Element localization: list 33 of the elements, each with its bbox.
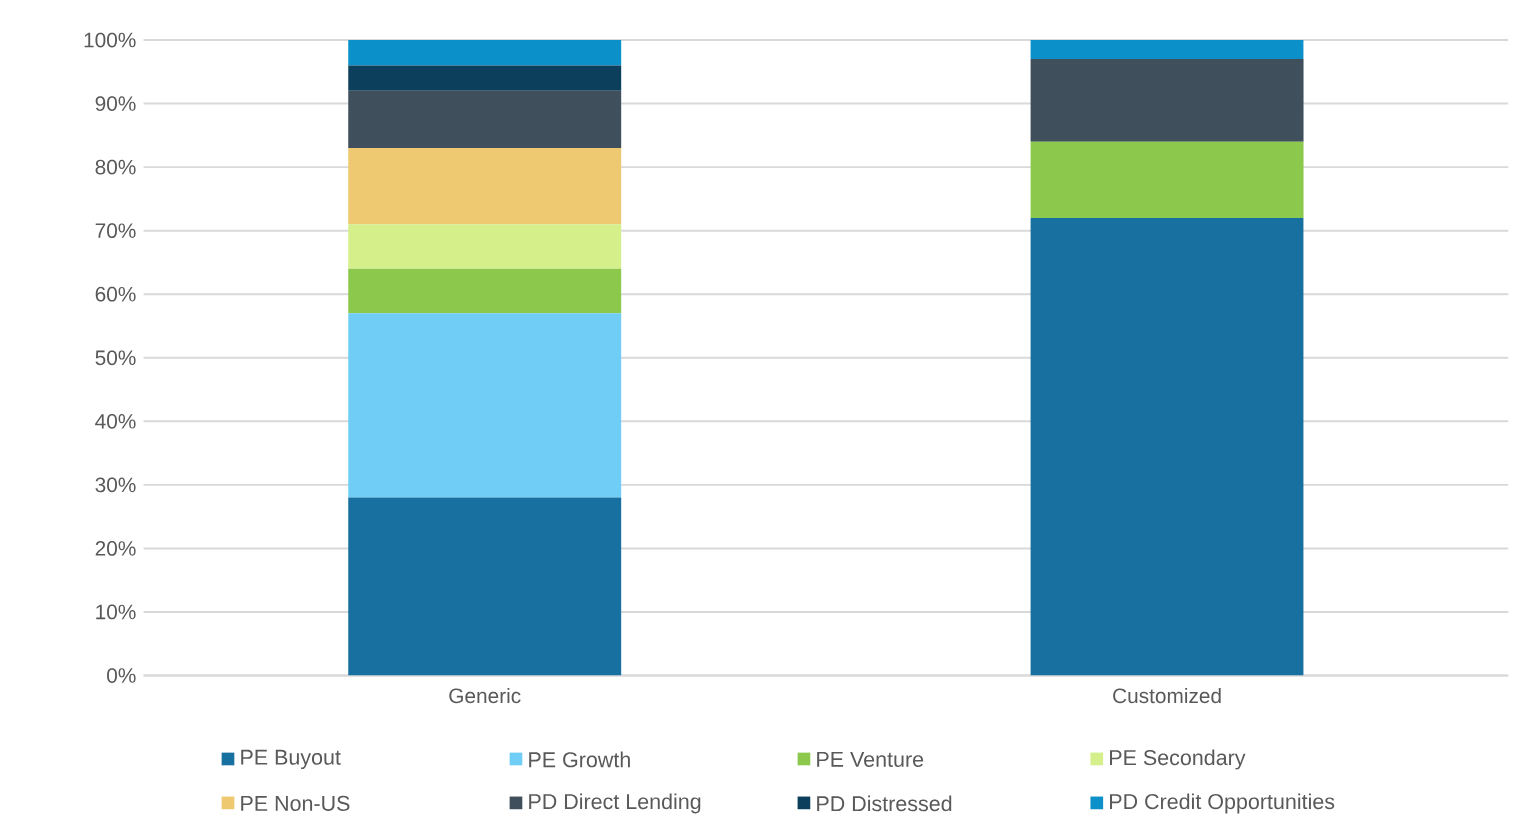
legend-label: PD Direct Lending [529, 793, 701, 814]
legend-label: PD Distressed [817, 795, 952, 812]
x-tick-label: Generic [449, 688, 521, 704]
bar [348, 224, 622, 269]
bar [348, 148, 622, 225]
y-tick-label: 20% [95, 541, 136, 556]
bar [348, 40, 622, 66]
bar [348, 91, 622, 149]
y-tick-label: 100% [84, 32, 136, 48]
bar [348, 65, 622, 92]
bar [348, 268, 622, 314]
y-tick-label: 90% [95, 96, 136, 112]
bar [1030, 59, 1304, 142]
legend-label: PE Venture [817, 752, 924, 768]
legend-label: PE Non-US [241, 795, 350, 812]
y-tick-label: 80% [95, 159, 136, 175]
y-tick-label: 0% [107, 668, 136, 684]
bar [1030, 218, 1304, 676]
legend-label: PE Secondary [1110, 749, 1246, 770]
y-tick-label: 60% [95, 287, 136, 302]
bar [1030, 40, 1304, 60]
bar [1030, 141, 1304, 219]
x-tick-label: Customized [1113, 688, 1221, 704]
y-tick-label: 40% [95, 414, 136, 429]
legend-label: PE Growth [529, 751, 630, 768]
y-tick-label: 70% [95, 223, 136, 239]
bar [348, 497, 622, 676]
y-tick-label: 10% [96, 604, 136, 620]
legend-label: PE Buyout [241, 750, 341, 770]
y-tick-label: 50% [95, 350, 136, 366]
y-tick-label: 30% [95, 477, 136, 493]
bar [348, 313, 622, 498]
legend-label: PD Credit Opportunities [1110, 793, 1335, 814]
